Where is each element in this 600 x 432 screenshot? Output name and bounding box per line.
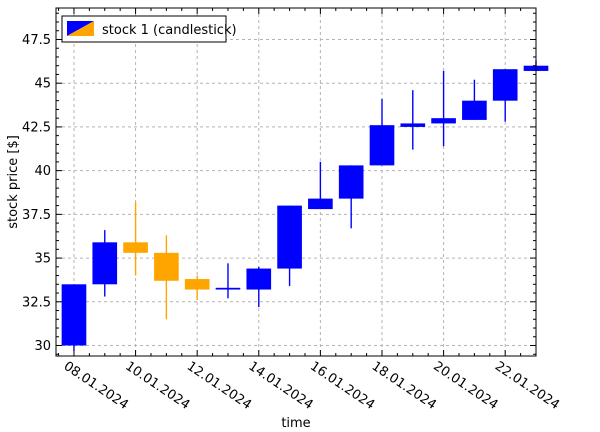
y-tick-label: 37.5 xyxy=(22,208,51,223)
candle-body xyxy=(338,165,364,199)
candle-body xyxy=(369,125,395,166)
x-axis-label: time xyxy=(281,416,310,431)
candle xyxy=(431,70,456,147)
candle-body xyxy=(462,100,487,120)
candle-body xyxy=(184,279,210,290)
candle xyxy=(184,275,210,301)
axis-ticks xyxy=(56,8,537,356)
candle-body xyxy=(492,69,518,101)
y-tick-label: 30 xyxy=(34,339,51,354)
candle xyxy=(492,69,518,122)
candle-body xyxy=(246,268,272,290)
candle xyxy=(308,161,333,210)
candle xyxy=(61,284,87,351)
legend-entry-label: stock 1 (candlestick) xyxy=(102,23,237,38)
candle xyxy=(400,90,426,150)
candle xyxy=(338,165,364,229)
candle xyxy=(277,205,302,287)
plot-frame xyxy=(55,7,537,357)
candle-body xyxy=(400,123,426,127)
candle xyxy=(92,230,118,297)
y-tick-label: 42.5 xyxy=(22,120,51,135)
candle-body xyxy=(123,242,148,253)
candle-body xyxy=(431,118,456,124)
candle xyxy=(123,202,148,276)
legend: stock 1 (candlestick) xyxy=(61,15,237,43)
candle-body xyxy=(308,198,333,210)
candle-body xyxy=(277,205,302,269)
candle-body xyxy=(154,252,179,281)
y-tick-label: 35 xyxy=(34,252,51,267)
y-tick-label: 47.5 xyxy=(22,33,51,48)
y-tick-labels: 30 32.5 35 37.5 40 42.5 45 47.5 xyxy=(22,33,51,354)
legend-swatch-down xyxy=(67,21,94,36)
candle-body xyxy=(61,284,87,346)
candle xyxy=(369,98,395,166)
y-axis-label: stock price [$] xyxy=(6,135,21,229)
candle xyxy=(215,263,241,299)
candles xyxy=(61,60,549,351)
candle xyxy=(462,79,487,120)
candle-body xyxy=(92,242,118,285)
y-tick-label: 45 xyxy=(34,77,51,92)
candle xyxy=(246,266,272,308)
y-tick-label: 40 xyxy=(34,164,51,179)
y-tick-label: 32.5 xyxy=(22,295,51,310)
candle xyxy=(154,235,179,320)
candle-body xyxy=(215,287,241,290)
